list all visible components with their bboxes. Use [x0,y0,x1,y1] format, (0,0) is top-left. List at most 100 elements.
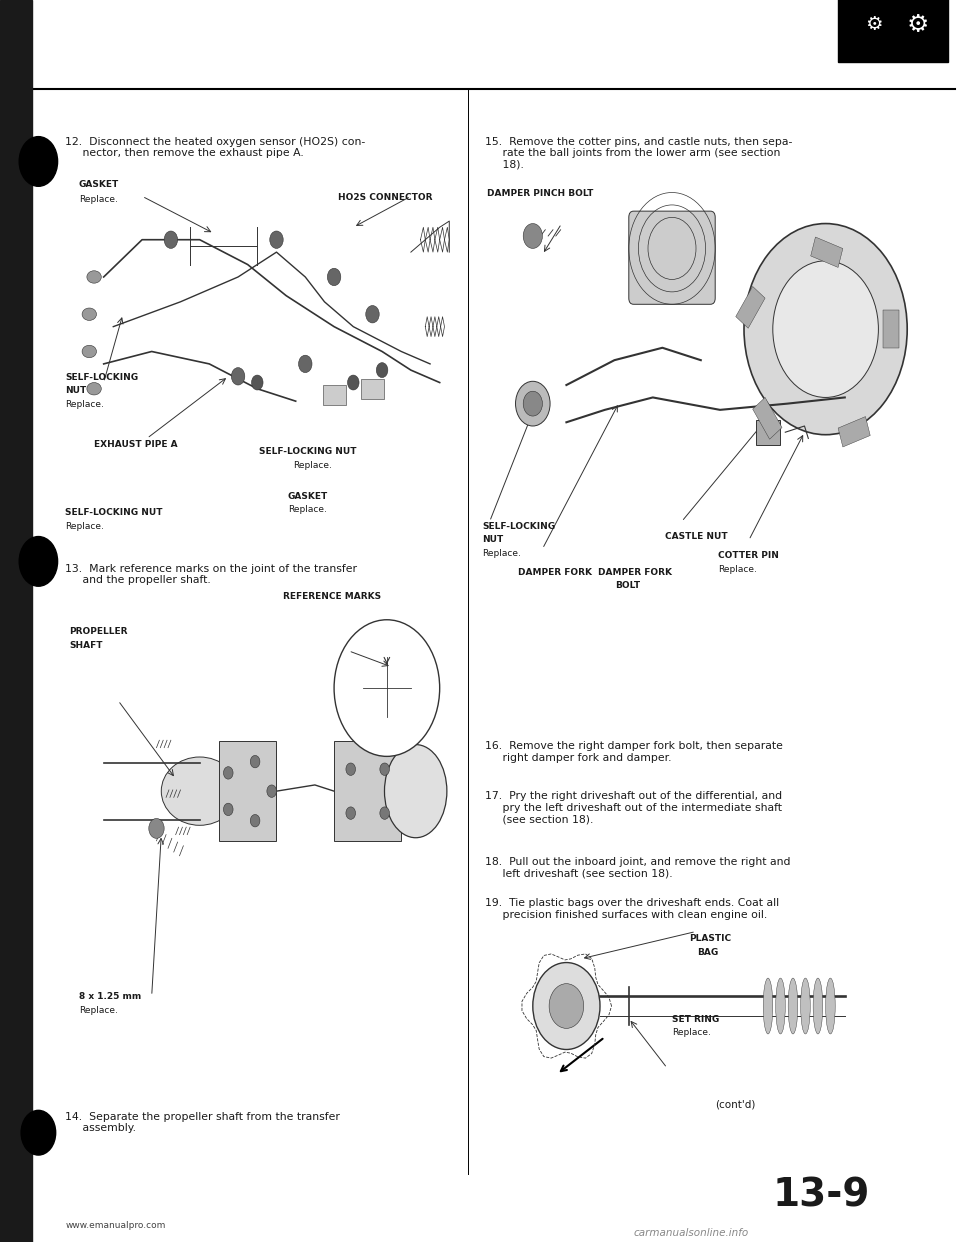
Bar [323,385,346,405]
Text: ⚙: ⚙ [865,15,882,34]
Text: Replace.: Replace. [482,549,520,558]
Circle shape [366,306,379,323]
Text: DAMPER PINCH BOLT: DAMPER PINCH BOLT [487,189,593,197]
Circle shape [19,537,58,586]
Text: 17.  Pry the right driveshaft out of the differential, and
     pry the left dri: 17. Pry the right driveshaft out of the … [485,791,782,825]
Text: 14.  Separate the propeller shaft from the transfer
     assembly.: 14. Separate the propeller shaft from th… [65,1112,340,1133]
Circle shape [299,355,312,373]
Text: Replace.: Replace. [65,522,104,530]
Circle shape [327,268,341,286]
Bar [756,420,780,445]
Text: GASKET: GASKET [288,492,328,501]
Text: GASKET: GASKET [79,180,119,189]
Text: 8 x 1.25 mm: 8 x 1.25 mm [79,992,141,1001]
Ellipse shape [384,744,446,837]
Text: NUT: NUT [482,535,503,544]
Circle shape [523,224,542,248]
Circle shape [346,763,355,775]
Ellipse shape [82,308,97,320]
Bar [735,287,765,328]
Text: COTTER PIN: COTTER PIN [718,551,779,560]
Circle shape [270,231,283,248]
Text: 13-9: 13-9 [772,1176,870,1215]
Text: SHAFT: SHAFT [69,641,103,650]
Ellipse shape [82,345,97,358]
Text: 16.  Remove the right damper fork bolt, then separate
     right damper fork and: 16. Remove the right damper fork bolt, t… [485,741,782,763]
Circle shape [533,963,600,1049]
Bar [838,416,870,447]
Text: Replace.: Replace. [65,400,104,409]
Circle shape [516,381,550,426]
Bar [480,913,926,1093]
Text: SET RING: SET RING [672,1015,719,1023]
Text: CASTLE NUT: CASTLE NUT [665,532,728,540]
Bar [753,397,782,440]
Circle shape [744,224,907,435]
Bar [883,310,899,348]
Ellipse shape [776,979,785,1033]
Text: Replace.: Replace. [293,461,331,469]
Circle shape [21,1110,56,1155]
Circle shape [251,815,260,827]
Circle shape [773,261,878,397]
Text: www.emanualpro.com: www.emanualpro.com [65,1221,166,1230]
Ellipse shape [788,979,798,1033]
Ellipse shape [161,758,238,825]
Circle shape [380,807,390,820]
Text: HO2S CONNECTOR: HO2S CONNECTOR [338,193,432,201]
Circle shape [224,804,233,816]
Circle shape [19,137,58,186]
Circle shape [523,391,542,416]
Text: 15.  Remove the cotter pins, and castle nuts, then sepa-
     rate the ball join: 15. Remove the cotter pins, and castle n… [485,137,792,170]
Ellipse shape [86,271,102,283]
FancyBboxPatch shape [629,211,715,304]
Circle shape [549,984,584,1028]
Text: 12.  Disconnect the heated oxygen sensor (HO2S) con-
     nector, then remove th: 12. Disconnect the heated oxygen sensor … [65,137,366,158]
Text: REFERENCE MARKS: REFERENCE MARKS [283,592,381,601]
Bar [0,0,32,1242]
Bar [65,611,454,1033]
Circle shape [346,807,355,820]
Text: NUT: NUT [65,386,86,395]
Circle shape [376,363,388,378]
Ellipse shape [763,979,773,1033]
Text: ⚙: ⚙ [906,12,928,37]
Text: Replace.: Replace. [79,1006,117,1015]
Ellipse shape [86,383,102,395]
Text: SELF-LOCKING: SELF-LOCKING [482,522,555,530]
Bar [480,205,926,522]
Circle shape [267,785,276,797]
Bar [810,237,843,267]
Bar [334,741,401,841]
Text: Replace.: Replace. [672,1028,710,1037]
Text: PLASTIC: PLASTIC [689,934,732,943]
Text: carmanualsonline.info: carmanualsonline.info [634,1228,749,1238]
Bar [361,379,384,399]
Text: SELF-LOCKING NUT: SELF-LOCKING NUT [65,508,163,517]
Text: SELF-LOCKING: SELF-LOCKING [65,373,138,381]
Bar [65,171,454,488]
Ellipse shape [813,979,823,1033]
Ellipse shape [801,979,810,1033]
Bar [219,741,276,841]
Text: Replace.: Replace. [288,505,326,514]
Text: Replace.: Replace. [718,565,756,574]
Circle shape [251,755,260,768]
Circle shape [231,368,245,385]
Circle shape [380,763,390,775]
Circle shape [149,818,164,838]
Text: Replace.: Replace. [79,195,117,204]
Text: DAMPER FORK: DAMPER FORK [598,568,672,576]
Text: EXHAUST PIPE A: EXHAUST PIPE A [94,440,178,448]
Text: BOLT: BOLT [615,581,640,590]
Text: SELF-LOCKING NUT: SELF-LOCKING NUT [259,447,357,456]
Text: PROPELLER: PROPELLER [69,627,128,636]
Text: BAG: BAG [697,948,718,956]
Text: DAMPER FORK: DAMPER FORK [518,568,592,576]
Circle shape [164,231,178,248]
Circle shape [334,620,440,756]
Text: 18.  Pull out the inboard joint, and remove the right and
     left driveshaft (: 18. Pull out the inboard joint, and remo… [485,857,790,878]
Circle shape [348,375,359,390]
Ellipse shape [826,979,835,1033]
Text: (cont'd): (cont'd) [715,1099,756,1109]
